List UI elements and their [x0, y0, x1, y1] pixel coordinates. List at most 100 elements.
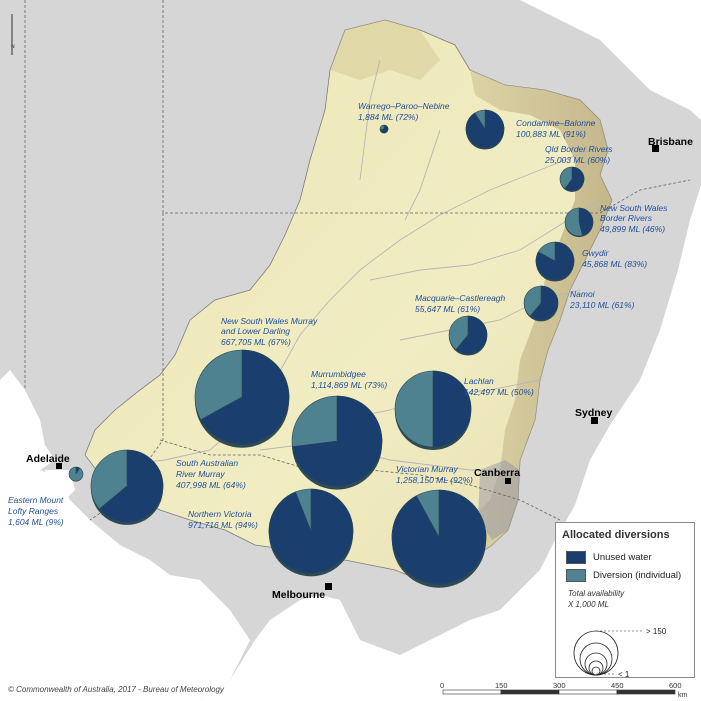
- sea-south: [0, 470, 250, 701]
- canberra-label: Canberra: [474, 467, 520, 479]
- min-size-label: < 1: [618, 670, 630, 677]
- canberra-marker: [505, 478, 511, 484]
- north-label: N: [11, 44, 15, 50]
- region-value: 45,868 ML (83%): [582, 259, 647, 269]
- gulf-stvincent: [45, 470, 75, 505]
- scale-bar: 0 150 300 450 600 km: [440, 681, 688, 699]
- north-arrow: N: [11, 14, 15, 55]
- pie-unused-slice: [268, 488, 354, 574]
- pie-unused-slice: [200, 349, 290, 445]
- region-name: South Australian: [176, 458, 238, 468]
- pie-unused-slice: [564, 166, 585, 192]
- pie-unused-slice: [465, 109, 505, 149]
- region-labels: Warrego–Paroo–Nebine 1,884 ML (72%) Cond…: [8, 101, 668, 530]
- region-pie: [391, 489, 487, 588]
- region-value: 49,899 ML (46%): [600, 224, 665, 234]
- scale-tick-label: 150: [495, 681, 508, 690]
- scale-tick-label: 300: [553, 681, 566, 690]
- pie-unused-slice: [75, 466, 81, 476]
- brisbane-label: Brisbane: [648, 136, 693, 148]
- region-value: 667,705 ML (67%): [221, 337, 291, 347]
- city-markers: Brisbane Sydney Canberra Melbourne Adela…: [26, 136, 693, 601]
- region-value: 100,883 ML (91%): [516, 129, 586, 139]
- pie-unused-slice: [432, 370, 472, 448]
- region-name: Eastern Mount: [8, 495, 64, 505]
- region-name-line2: and Lower Darling: [221, 326, 290, 336]
- max-size-label: > 150: [646, 627, 667, 636]
- adelaide-label: Adelaide: [26, 453, 70, 465]
- region-value: 407,998 ML (64%): [176, 480, 246, 490]
- region-name: Northern Victoria: [188, 509, 252, 519]
- diversion-label: Diversion (individual): [593, 570, 682, 581]
- brisbane-marker: [652, 145, 659, 152]
- sydney-marker: [591, 417, 598, 424]
- region-value: 25,003 ML (60%): [544, 155, 610, 165]
- region-pie: [448, 315, 488, 356]
- region-value: 1,258,150 ML (92%): [396, 475, 473, 485]
- region-pie: [268, 488, 354, 577]
- region-name: Victorian Murray: [396, 464, 458, 474]
- region-name: Lachlan: [464, 376, 494, 386]
- region-name: New South Wales Murray: [221, 316, 318, 326]
- region-value: 23,110 ML (61%): [569, 300, 635, 310]
- pie-unused-slice: [578, 207, 594, 236]
- region-pie: [379, 124, 389, 134]
- region-name: Macquarie–Castlereagh: [415, 293, 506, 303]
- size-legend: > 150 < 1: [573, 627, 667, 677]
- region-name-line2: Lofty Ranges: [8, 506, 59, 516]
- region-name: Murrumbidgee: [311, 369, 366, 379]
- region-pie: [90, 449, 164, 525]
- melbourne-label: Melbourne: [272, 589, 325, 601]
- region-pie: [194, 349, 290, 448]
- scale-tick-label: 600: [669, 681, 682, 690]
- region-pie: [559, 166, 585, 192]
- great-dividing-range: [455, 70, 612, 560]
- western-ranges: [330, 20, 440, 80]
- region-name: Qld Border Rivers: [545, 144, 613, 154]
- melbourne-bay: [300, 598, 345, 625]
- region-name-line2: River Murray: [176, 469, 225, 479]
- region-pie: [564, 207, 594, 238]
- scale-tick-label: 450: [611, 681, 624, 690]
- legend-title: Allocated diversions: [562, 529, 670, 541]
- diversion-pie-charts: [68, 109, 594, 588]
- region-pie: [523, 285, 559, 322]
- pie-unused-slice: [529, 285, 559, 321]
- region-name: Condamine–Balonne: [516, 118, 596, 128]
- melbourne-marker: [325, 583, 332, 590]
- region-name: Namoi: [570, 289, 596, 299]
- region-value: 971,716 ML (94%): [188, 520, 258, 530]
- region-name: Gwydir: [582, 248, 610, 258]
- unused-water-swatch: [566, 551, 586, 564]
- region-pie: [291, 395, 383, 490]
- total-availability-label: Total availability: [568, 589, 625, 598]
- sea-gulf: [0, 370, 55, 470]
- region-name-line2: Border Rivers: [600, 213, 653, 223]
- region-value: 1,114,869 ML (73%): [311, 380, 387, 390]
- unit-label: X 1,000 ML: [568, 600, 609, 609]
- legend: Allocated diversions Unused water Divers…: [555, 522, 695, 678]
- adelaide-marker: [56, 463, 62, 469]
- scale-unit: km: [678, 692, 688, 699]
- region-value: 1,884 ML (72%): [358, 112, 418, 122]
- state-borders: [24, 0, 691, 521]
- region-pie: [465, 109, 505, 150]
- region-value: 55,647 ML (61%): [415, 304, 480, 314]
- region-name: New South Wales: [600, 203, 668, 213]
- region-value: 1,604 ML (9%): [8, 517, 64, 527]
- region-pie: [535, 241, 575, 282]
- pie-unused-slice: [535, 241, 575, 281]
- unused-water-label: Unused water: [593, 552, 652, 563]
- region-pie: [394, 370, 472, 451]
- diversion-swatch: [566, 569, 586, 582]
- sydney-label: Sydney: [575, 407, 613, 419]
- copyright-notice: © Commonwealth of Australia, 2017 - Bure…: [8, 685, 224, 694]
- pie-unused-slice: [292, 395, 383, 487]
- region-name: Warrego–Paroo–Nebine: [358, 101, 450, 111]
- pie-unused-slice: [379, 124, 389, 134]
- scale-tick-label: 0: [440, 681, 444, 690]
- pie-unused-slice: [391, 489, 487, 585]
- region-value: 142,497 ML (50%): [464, 387, 534, 397]
- pie-unused-slice: [98, 449, 164, 523]
